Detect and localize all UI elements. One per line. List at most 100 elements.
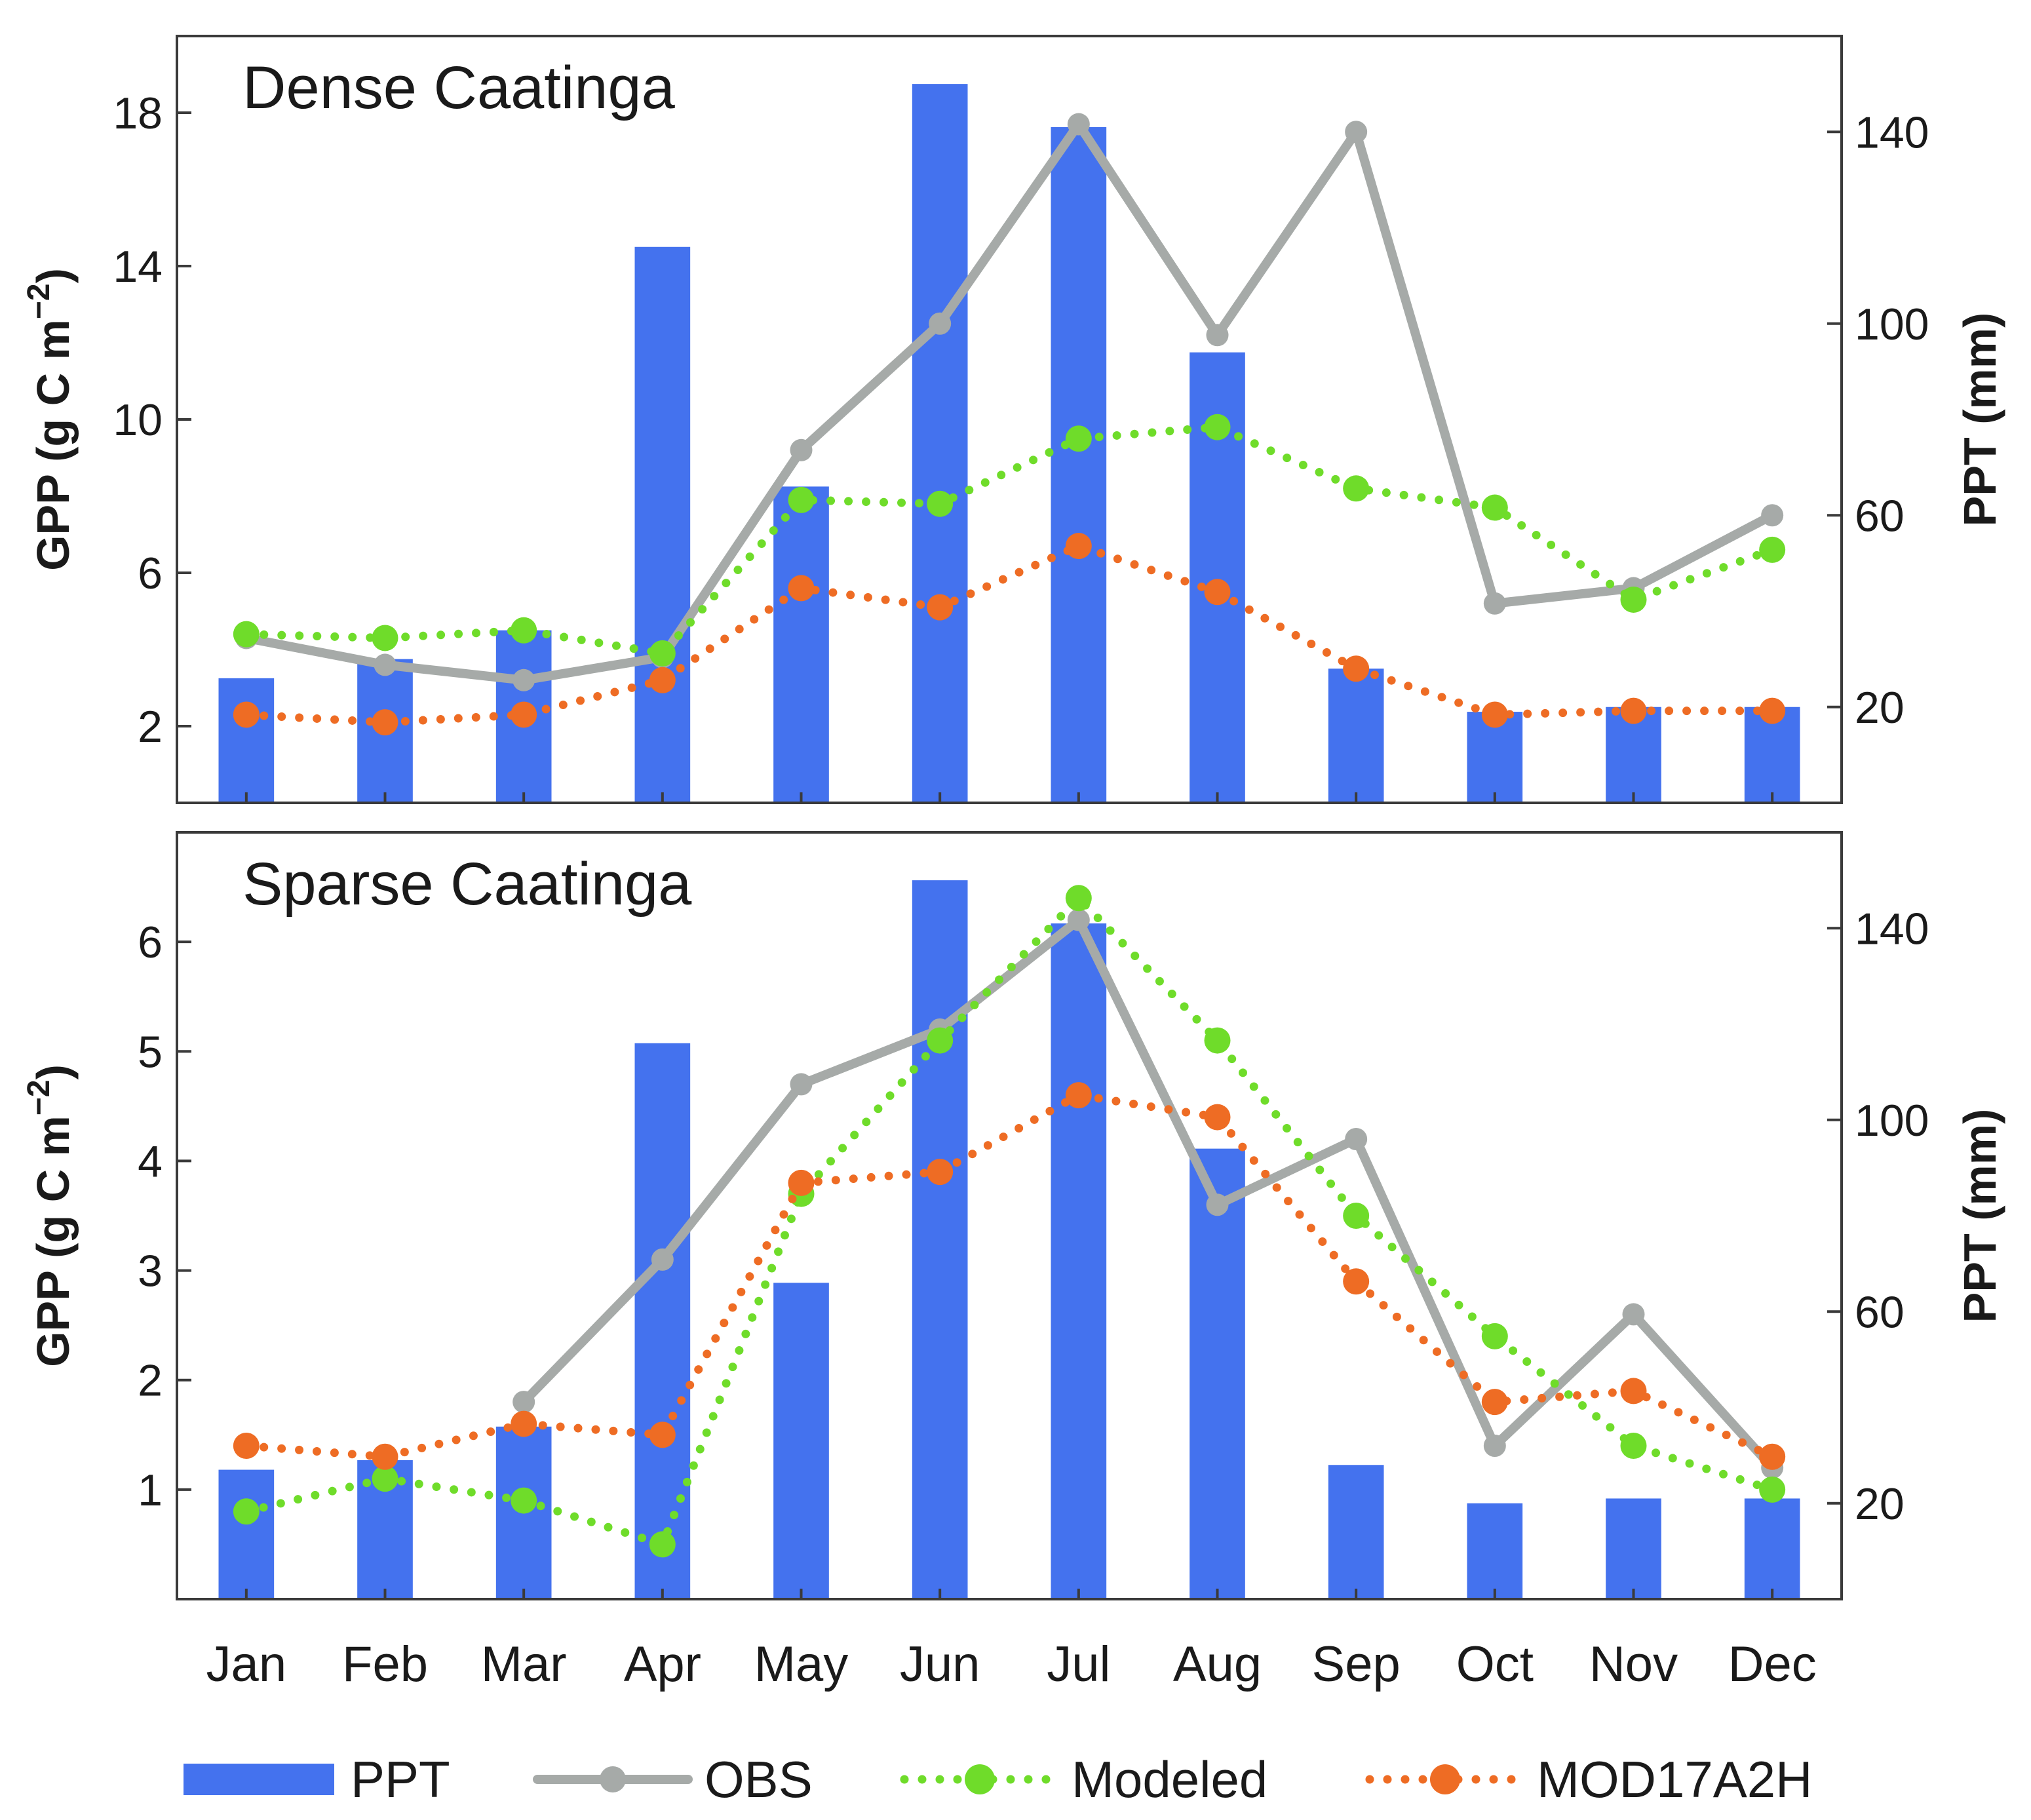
sparse-ppt-bar-apr (634, 1043, 691, 1599)
dense-caatinga-panel: 2 6 10 14 18 20 60 100 140 Dense Caatinga GPP (g C… (22, 35, 2005, 804)
sparse-obs-line (519, 915, 1777, 1473)
dense-mod17a2h-point-apr (649, 667, 676, 693)
sparse-ppt-bar-oct (1467, 1503, 1523, 1599)
sparse-left-tick-label: 2 (138, 1356, 163, 1406)
dense-modeled-point-jun (927, 490, 954, 517)
sparse-modeled-point-mar (511, 1487, 537, 1514)
sparse-mod17a2h-point-jul (1065, 1082, 1092, 1109)
sparse-modeled-point-jul (1065, 885, 1092, 912)
sparse-mod17a2h-point-dec (1759, 1443, 1786, 1470)
dense-mod17a2h-point-jul (1065, 533, 1092, 560)
dense-ppt-bar-jan (218, 678, 275, 803)
month-label-apr: Apr (624, 1636, 701, 1692)
dense-ppt-bar-jul (1051, 126, 1107, 803)
legend-swatch-ppt (184, 1764, 334, 1795)
dense-right-axis-title: PPT (mm) (1954, 313, 2005, 527)
sparse-modeled-point-dec (1759, 1476, 1786, 1503)
sparse-ppt-bar-aug (1190, 1148, 1245, 1599)
dense-modeled-point-jan (233, 621, 260, 648)
legend-label-ppt: PPT (351, 1751, 450, 1808)
month-label-may: May (754, 1636, 849, 1692)
sparse-mod17a2h-point-apr (649, 1422, 676, 1448)
dense-modeled-point-jul (1065, 425, 1092, 452)
sparse-ppt-bar-sep (1328, 1465, 1384, 1599)
dense-left-tick-label: 18 (113, 88, 163, 138)
month-label-feb: Feb (342, 1636, 428, 1692)
dense-mod17a2h-point-feb (372, 709, 398, 736)
sparse-left-tick-label: 5 (138, 1027, 163, 1077)
sparse-left-tick-label: 1 (138, 1465, 163, 1515)
legend-swatch-obs-marker (600, 1766, 626, 1792)
sparse-modeled-point-aug (1204, 1027, 1231, 1054)
sparse-modeled-point-apr (649, 1531, 676, 1558)
dense-left-tick-label: 14 (113, 242, 163, 292)
dense-panel-title: Dense Caatinga (242, 54, 676, 121)
legend: PPT OBS Modeled MOD17A2H (184, 1751, 1812, 1808)
dense-obs-point-feb (374, 653, 397, 676)
dense-left-axis-title: GPP (g C m−2) (22, 268, 79, 571)
dense-modeled-line (242, 423, 1777, 658)
dense-modeled-point-mar (511, 617, 537, 644)
dense-modeled-point-nov (1620, 586, 1647, 613)
dense-left-tick-label: 6 (138, 549, 163, 598)
sparse-modeled-point-oct (1481, 1323, 1508, 1349)
dense-right-tick-label: 100 (1855, 300, 1929, 349)
sparse-ppt-bar-jan (218, 1469, 275, 1599)
dense-obs-point-jun (929, 312, 952, 335)
sparse-mod17a2h-point-mar (511, 1410, 537, 1437)
sparse-modeled-point-jan (233, 1498, 260, 1525)
sparse-ppt-bar-dec (1744, 1498, 1800, 1599)
month-label-jan: Jan (206, 1636, 287, 1692)
dense-mod17a2h-point-dec (1759, 697, 1786, 724)
sparse-modeled-point-nov (1620, 1433, 1647, 1459)
dense-left-tick-label: 10 (113, 395, 163, 445)
dense-obs-point-may (790, 438, 813, 461)
sparse-left-tick-label: 4 (138, 1136, 163, 1186)
sparse-obs-point-sep (1345, 1128, 1368, 1150)
dense-obs-point-jul (1067, 113, 1090, 136)
dense-modeled-point-apr (649, 640, 676, 667)
dense-ppt-bar-may (773, 486, 829, 803)
dense-modeled-point-may (788, 486, 815, 513)
dense-ppt-bar-apr (634, 246, 691, 803)
sparse-mod17a2h-point-jan (233, 1433, 260, 1459)
sparse-mod17a2h-point-may (788, 1169, 815, 1196)
dense-mod17a2h-point-oct (1481, 701, 1508, 728)
sparse-obs-point-oct (1483, 1435, 1506, 1457)
month-label-dec: Dec (1728, 1636, 1817, 1692)
dense-obs-point-mar (513, 668, 535, 691)
sparse-obs-point-mar (513, 1391, 535, 1414)
sparse-ppt-bar-may (773, 1283, 829, 1599)
dense-right-tick-label: 60 (1855, 491, 1905, 541)
dense-obs-point-sep (1345, 121, 1368, 144)
dense-ppt-bar-sep (1328, 668, 1384, 803)
sparse-right-tick-label: 20 (1855, 1479, 1905, 1529)
legend-swatch-mod17a2h-marker (1430, 1764, 1460, 1794)
dense-mod17a2h-point-aug (1204, 579, 1231, 606)
dense-modeled-point-dec (1759, 536, 1786, 563)
dense-modeled-point-oct (1481, 494, 1508, 521)
sparse-ppt-bar-jun (912, 880, 968, 1599)
sparse-mod17a2h-point-sep (1343, 1268, 1370, 1295)
sparse-obs-point-aug (1206, 1193, 1229, 1216)
legend-label-mod17a2h: MOD17A2H (1537, 1751, 1812, 1808)
dense-obs-point-dec (1761, 504, 1784, 527)
sparse-modeled-line (242, 893, 1777, 1549)
sparse-right-tick-label: 140 (1855, 904, 1929, 954)
sparse-obs-point-jul (1067, 908, 1090, 931)
sparse-right-axis-title: PPT (mm) (1954, 1109, 2005, 1323)
dense-ppt-bar-jun (912, 84, 968, 803)
month-label-nov: Nov (1589, 1636, 1678, 1692)
sparse-mod17a2h-point-oct (1481, 1389, 1508, 1416)
dense-mod17a2h-point-mar (511, 701, 537, 728)
month-label-jul: Jul (1047, 1636, 1110, 1692)
month-label-mar: Mar (481, 1636, 567, 1692)
sparse-plot-frame (176, 831, 1843, 1600)
sparse-right-tick-label: 100 (1855, 1096, 1929, 1146)
dense-right-tick-label: 140 (1855, 107, 1929, 157)
dense-plot-frame (176, 35, 1843, 804)
sparse-right-tick-label: 60 (1855, 1287, 1905, 1337)
dense-left-tick-label: 2 (138, 702, 163, 752)
month-axis: Jan Feb Mar Apr May Jun Jul Aug Sep Oct Nov Dec (206, 1636, 1817, 1692)
